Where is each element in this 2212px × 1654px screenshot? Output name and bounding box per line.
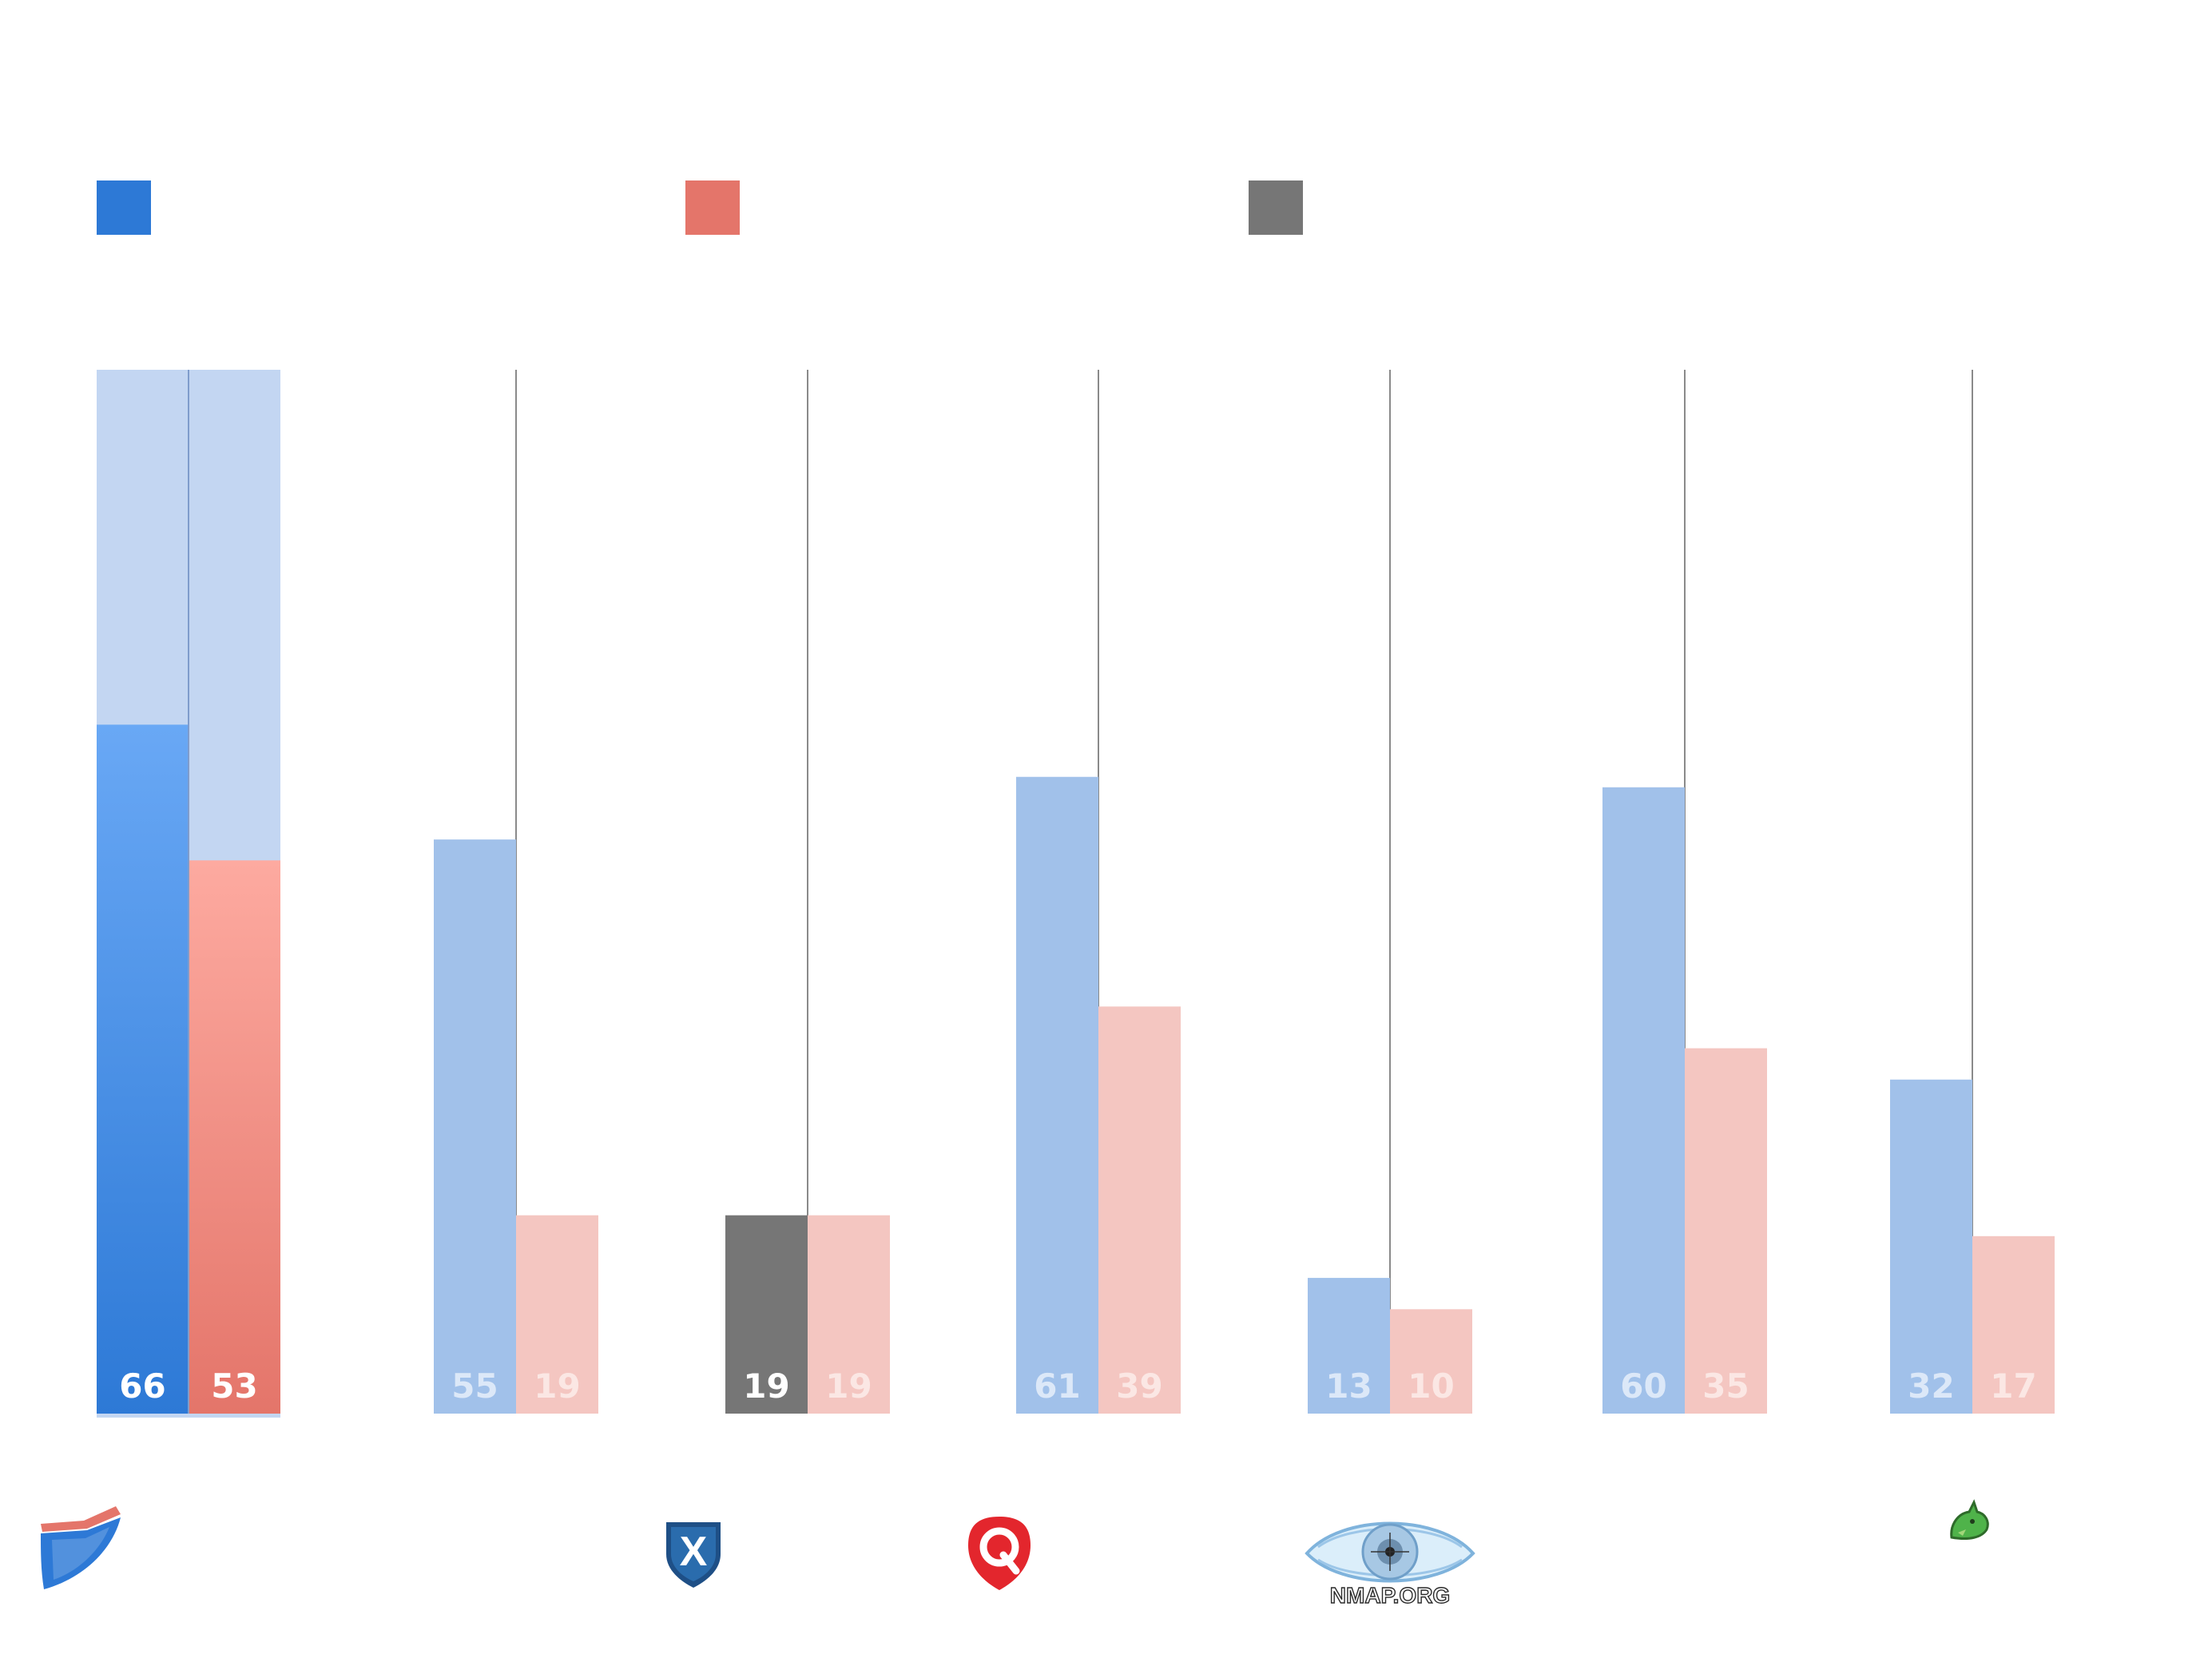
bar-series1-tool-7 (1890, 1079, 1972, 1414)
data-label-series1-tool-2: 55 (451, 1366, 498, 1406)
data-label-series2-tool-6: 35 (1702, 1366, 1749, 1406)
svg-text:X: X (680, 1529, 708, 1575)
nmap-eye-logo-icon: NMAP.ORG (1305, 1521, 1475, 1608)
bar-series1-tool-3 (725, 1215, 808, 1414)
data-label-series1-tool-6: 60 (1620, 1366, 1666, 1406)
legend (97, 180, 1303, 235)
x-shield-logo-icon: X (666, 1522, 721, 1588)
data-label-series1-tool-3: 19 (743, 1366, 789, 1406)
data-label-series2-tool-4: 39 (1116, 1366, 1162, 1406)
data-label-series2-tool-5: 10 (1408, 1366, 1454, 1406)
bar-series1-tool-1 (97, 724, 189, 1414)
data-label-series1-tool-7: 32 (1908, 1366, 1954, 1406)
bar-series1-tool-2 (434, 839, 516, 1414)
data-label-series1-tool-5: 13 (1325, 1366, 1372, 1406)
bar-series2-tool-2 (516, 1215, 598, 1414)
bar-series1-tool-6 (1602, 787, 1685, 1414)
dragon-logo-icon (1950, 1499, 1989, 1541)
legend-swatch-series-gray (1249, 180, 1303, 235)
bar-series1-tool-5 (1308, 1278, 1390, 1414)
qualys-logo-icon (968, 1517, 1031, 1590)
data-label-series2-tool-3: 19 (825, 1366, 872, 1406)
nmap-logo-text: NMAP.ORG (1330, 1583, 1450, 1608)
data-label-series1-tool-1: 66 (119, 1366, 165, 1406)
bar-series2-tool-4 (1098, 1006, 1181, 1414)
bar-series1-tool-4 (1016, 776, 1098, 1414)
bar-series2-tool-1 (189, 860, 280, 1414)
bar-series2-tool-6 (1685, 1048, 1767, 1414)
data-label-series1-tool-4: 61 (1034, 1366, 1080, 1406)
data-label-series2-tool-1: 53 (211, 1366, 257, 1406)
bar-series2-tool-5 (1390, 1309, 1472, 1414)
data-labels: 66 53 55 19 19 19 61 39 13 10 60 35 32 17 (119, 1366, 2036, 1406)
data-label-series2-tool-2: 19 (534, 1366, 580, 1406)
data-label-series2-tool-7: 17 (1990, 1366, 2036, 1406)
bar-series2-tool-7 (1972, 1236, 2055, 1414)
shield-logo-icon (41, 1506, 121, 1589)
bars (97, 370, 2055, 1418)
bar-series2-tool-3 (808, 1215, 890, 1414)
legend-swatch-series-red (685, 180, 740, 235)
legend-swatch-series-blue (97, 180, 151, 235)
